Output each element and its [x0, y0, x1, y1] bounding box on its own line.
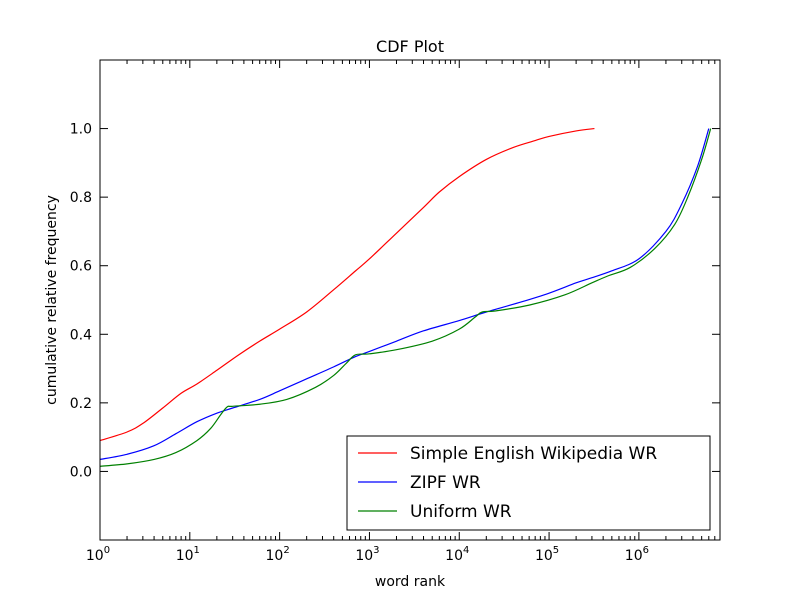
plot-frame: [99, 59, 721, 541]
y-tick-label: 0.6: [70, 259, 92, 275]
axis-ticks: [99, 60, 721, 540]
y-tick-label: 0.8: [70, 190, 92, 206]
legend-label-3: Uniform WR: [410, 502, 512, 522]
chart-title: CDF Plot: [376, 37, 444, 56]
y-axis-label: cumulative relative frequency: [44, 195, 60, 405]
x-axis-label: word rank: [375, 574, 446, 590]
legend-box: [346, 435, 711, 531]
x-tick-label: 103: [355, 545, 379, 564]
y-tick-label: 0.4: [70, 327, 92, 343]
series-lines: [99, 127, 712, 467]
x-tick-label: 105: [535, 545, 559, 564]
series-line-2: [99, 128, 710, 461]
x-tick-label: 102: [266, 545, 290, 564]
legend-label-2: ZIPF WR: [410, 473, 481, 493]
legend: Simple English Wikipedia WR ZIPF WR Unifor…: [346, 435, 711, 531]
x-tick-label: 101: [176, 545, 200, 564]
tick-labels: 100 101 102 103 104 105 106 0.0 0.2 0.4 0.6 0.8 1.0: [70, 122, 649, 564]
x-tick-label: 106: [625, 545, 649, 564]
y-tick-label: 0.0: [70, 464, 92, 480]
x-tick-label: 100: [86, 545, 110, 564]
y-tick-label: 0.2: [70, 396, 92, 412]
y-tick-label: 1.0: [70, 122, 92, 138]
series-line-1: [99, 127, 595, 442]
x-tick-label: 104: [445, 545, 469, 564]
series-line-3: [99, 128, 712, 467]
legend-label-1: Simple English Wikipedia WR: [410, 444, 657, 464]
